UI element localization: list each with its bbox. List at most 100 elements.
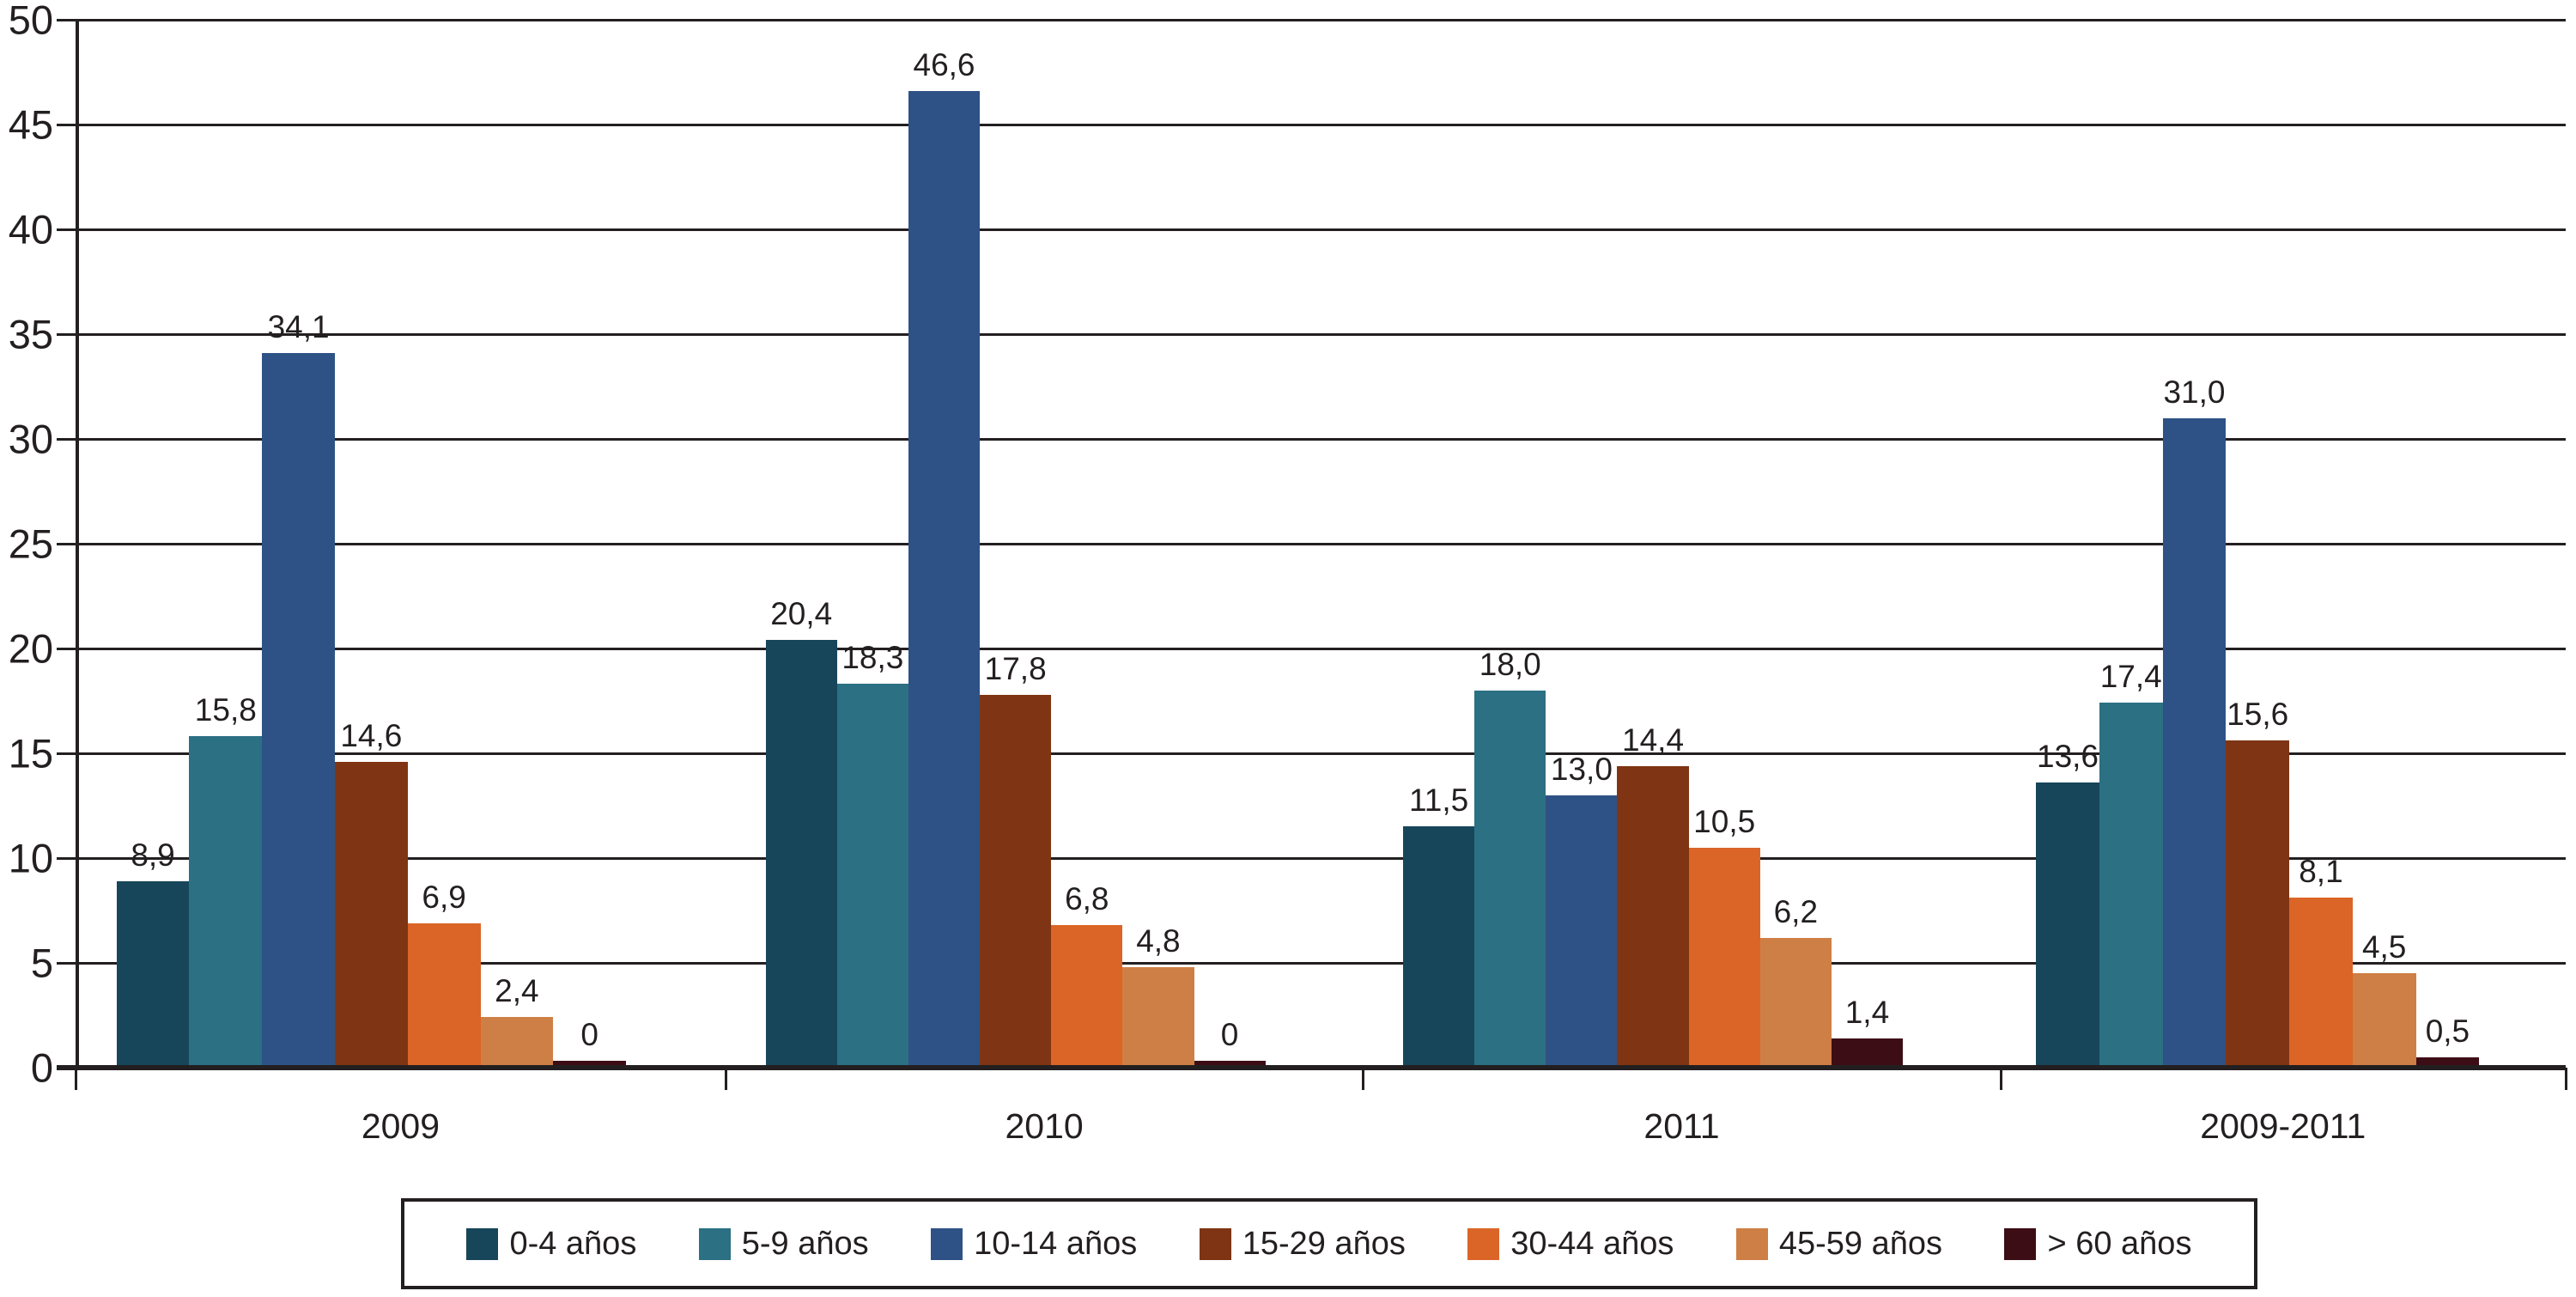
bar-value-label: 18,3 (841, 640, 904, 676)
bar-2009-2011-> 60 años: 0,5 (2415, 1014, 2480, 1068)
category-label-2009-2011: 2009-2011 (2200, 1106, 2366, 1146)
bar-2011-0-4 años: 11,5 (1403, 783, 1475, 1068)
bar-value-label: 17,8 (984, 650, 1047, 686)
bar-value-label: 6,2 (1773, 893, 1819, 929)
bar-value-label: 2,4 (495, 973, 539, 1009)
bar-2009-0-4 años: 8,9 (116, 837, 190, 1068)
bar-value-label: 15,6 (2227, 697, 2289, 733)
bars-2009: 8,9 15,8 34,1 14,6 6,9 2,4 0 (116, 20, 627, 1068)
gridline-50 (57, 19, 2566, 21)
y-axis-tick-label-0: 0 (30, 1044, 53, 1091)
bar-value-label: 8,9 (131, 837, 175, 873)
bar-2009-2011-10-14 años: 31,0 (2162, 374, 2227, 1068)
bar-2010-15-29 años: 17,8 (980, 651, 1052, 1068)
legend-label: 45-59 años (1778, 1225, 1943, 1262)
bar-2009-45-59 años: 2,4 (480, 974, 554, 1068)
y-axis-tick-label-45: 45 (8, 101, 53, 148)
bar-2010-30-44 años: 6,8 (1051, 882, 1123, 1068)
y-axis-line (76, 20, 79, 1068)
gridline-5 (57, 962, 2566, 965)
legend-item-45-59 años: 45-59 años (1735, 1225, 1943, 1263)
bar-value-label: 13,6 (2036, 739, 2099, 775)
bar-2010-45-59 años: 4,8 (1122, 923, 1194, 1068)
legend-swatch-icon (1199, 1227, 1231, 1260)
legend-label: 10-14 años (974, 1225, 1138, 1262)
bar-value-label: 6,9 (422, 879, 466, 915)
bar-2009-> 60 años: 0 (553, 1018, 627, 1068)
y-axis-tick-label-5: 5 (30, 940, 53, 986)
bar-value-label: 1,4 (1844, 994, 1890, 1030)
y-axis-tick-label-30: 30 (8, 416, 53, 462)
bar-2010-10-14 años: 46,6 (908, 47, 981, 1068)
bars-2009-2011: 13,6 17,4 31,0 15,6 8,1 4,5 0,5 (2036, 20, 2480, 1068)
legend-swatch-icon (1467, 1227, 1500, 1260)
x-axis-tick-3 (1999, 1068, 2002, 1090)
legend: 0-4 años 5-9 años 10-14 años 15-29 años 30-4… (401, 1198, 2257, 1289)
legend-swatch-icon (2004, 1227, 2037, 1260)
gridline-35 (57, 333, 2566, 336)
bar-2009-10-14 años: 34,1 (262, 309, 335, 1068)
legend-label: 5-9 años (741, 1225, 869, 1262)
x-axis-tick-1 (724, 1068, 727, 1090)
x-axis-line (57, 1065, 2566, 1070)
bars-2010: 20,4 18,3 46,6 17,8 6,8 4,8 0 (765, 20, 1266, 1068)
bar-2011-15-29 años: 14,4 (1617, 722, 1689, 1068)
bar-value-label: 17,4 (2099, 659, 2162, 695)
y-axis-tick-label-10: 10 (8, 835, 53, 881)
legend-swatch-icon (931, 1227, 963, 1260)
legend-label: > 60 años (2047, 1225, 2192, 1262)
bar-2009-2011-45-59 años: 4,5 (2352, 930, 2416, 1068)
category-label-2009: 2009 (361, 1106, 440, 1146)
bar-2009-5-9 años: 15,8 (189, 693, 263, 1068)
bar-groups-container: 8,9 15,8 34,1 14,6 6,9 2,4 0 20,4 18,3 46,6 17,8 6,… (76, 20, 2566, 1068)
legend-swatch-icon (698, 1227, 731, 1260)
bar-value-label: 6,8 (1065, 881, 1109, 917)
legend-label: 30-44 años (1510, 1225, 1674, 1262)
bar-2011-10-14 años: 13,0 (1546, 752, 1618, 1068)
legend-item-30-44 años: 30-44 años (1467, 1226, 1674, 1263)
bar-group-2010: 20,4 18,3 46,6 17,8 6,8 4,8 0 (726, 20, 1363, 1068)
x-axis-tick-4 (2565, 1068, 2567, 1090)
gridline-20 (57, 648, 2566, 650)
legend-swatch-icon (1735, 1227, 1768, 1260)
bar-value-label: 11,5 (1408, 782, 1469, 819)
bar-2009-2011-15-29 años: 15,6 (2226, 697, 2290, 1068)
bar-2011-45-59 años: 6,2 (1759, 894, 1832, 1068)
bar-value-label: 18,0 (1479, 646, 1541, 682)
bar-value-label: 20,4 (770, 596, 833, 632)
legend-label: 15-29 años (1242, 1225, 1406, 1262)
bar-value-label: 0 (580, 1017, 598, 1052)
category-label-2010: 2010 (1005, 1106, 1084, 1146)
bar-value-label: 14,4 (1622, 722, 1685, 758)
bar-value-label: 13,0 (1550, 751, 1613, 787)
y-axis-tick-label-40: 40 (8, 206, 53, 253)
legend-item-10-14 años: 10-14 años (931, 1226, 1137, 1263)
legend-item-5-9 años: 5-9 años (698, 1225, 869, 1263)
legend-swatch-icon (466, 1227, 499, 1260)
bar-value-label: 4,5 (2361, 929, 2407, 965)
bar-2009-2011-0-4 años: 13,6 (2036, 740, 2099, 1068)
gridline-30 (57, 438, 2566, 441)
bar-2010-0-4 años: 20,4 (765, 597, 837, 1068)
y-axis-tick-label-20: 20 (8, 625, 53, 672)
y-axis-tick-label-50: 50 (8, 0, 53, 43)
bar-value-label: 8,1 (2299, 854, 2343, 890)
legend-item-0-4 años: 0-4 años (466, 1226, 636, 1263)
gridline-10 (57, 857, 2566, 860)
bar-2010-> 60 años: 0 (1194, 1018, 1266, 1068)
category-label-2011: 2011 (1643, 1106, 1720, 1146)
bar-value-label: 0 (1220, 1017, 1239, 1052)
bar-value-label: 15,8 (194, 692, 257, 728)
bar-group-2009-2011: 13,6 17,4 31,0 15,6 8,1 4,5 0,5 (2001, 20, 2566, 1068)
bar-group-2011: 11,5 18,0 13,0 14,4 10,5 6,2 1,4 (1363, 20, 2000, 1068)
x-axis-tick-0 (75, 1068, 77, 1090)
bar-2009-30-44 años: 6,9 (407, 880, 481, 1068)
legend-label: 0-4 años (509, 1225, 637, 1262)
category-labels-row: 2009 2010 2011 2009-2011 (76, 1106, 2566, 1147)
gridline-25 (57, 543, 2566, 545)
bar-2011-5-9 años: 18,0 (1474, 647, 1546, 1068)
bar-group-2009: 8,9 15,8 34,1 14,6 6,9 2,4 0 (76, 20, 726, 1068)
bar-value-label: 34,1 (267, 308, 330, 344)
bar-2009-2011-30-44 años: 8,1 (2289, 855, 2353, 1068)
